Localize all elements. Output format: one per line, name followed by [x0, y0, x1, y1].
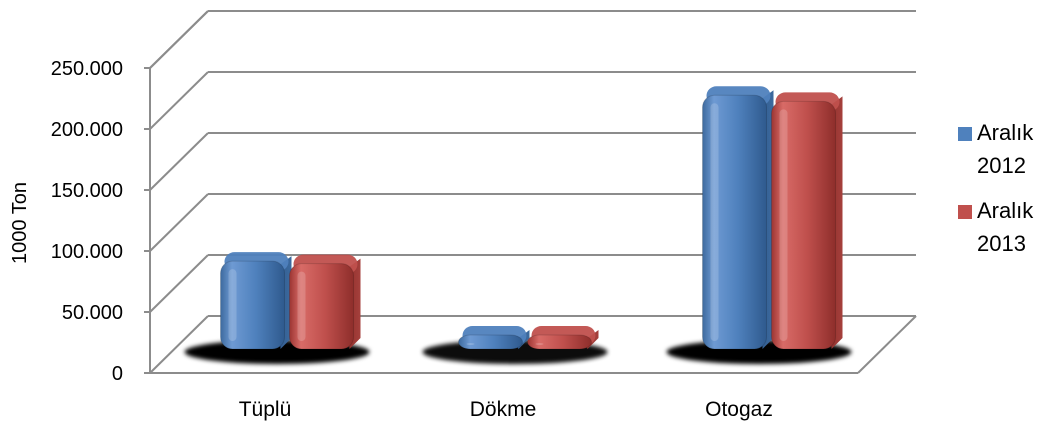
bar-highlight [297, 271, 306, 341]
gridline-side [149, 193, 209, 252]
floor-right-edge [857, 315, 917, 374]
legend-swatch [958, 205, 972, 219]
y-tick-label: 50.000 [62, 302, 123, 324]
legend-swatch [958, 127, 972, 141]
bar-highlight [779, 109, 788, 341]
bar-dökme-0 [458, 334, 523, 350]
gridline-side [149, 71, 209, 130]
bar-otogaz-1 [771, 100, 836, 350]
bar-dökme-1 [527, 334, 592, 350]
x-axis-labels: Tüplü Dökme Otogaz [239, 398, 773, 421]
y-tick-label: 200.000 [51, 119, 123, 141]
gridline-side [149, 10, 209, 69]
legend-label-line1: Aralık [977, 120, 1034, 145]
y-tick-label: 0 [112, 363, 123, 385]
y-axis-ticks: 0 50.000 100.000 150.000 200.000 250.000 [51, 58, 123, 385]
y-tick-label: 150.000 [51, 180, 123, 202]
gridline-side [149, 254, 209, 313]
bar-highlight [710, 103, 719, 342]
bar-tüplü-1 [289, 263, 354, 350]
x-tick-label: Tüplü [239, 398, 292, 421]
legend-label-line2: 2012 [977, 153, 1026, 178]
y-tick-label: 100.000 [51, 241, 123, 263]
bar-tüplü-0 [220, 260, 285, 350]
x-tick-label: Dökme [470, 398, 537, 421]
y-axis-title: 1000 Ton [9, 182, 31, 264]
x-tick-label: Otogaz [705, 398, 773, 421]
bar-otogaz-0 [702, 94, 767, 350]
bars [220, 86, 843, 350]
bar-highlight [228, 269, 237, 341]
legend-label-line2: 2013 [977, 231, 1026, 256]
gridline-side [149, 132, 209, 191]
bar-highlight [535, 343, 544, 345]
legend: Aralık 2012 Aralık 2013 [958, 120, 1034, 256]
floor-left-edge [149, 315, 209, 374]
bar-highlight [466, 343, 475, 345]
y-tick-label: 250.000 [51, 58, 123, 80]
legend-label-line1: Aralık [977, 198, 1034, 223]
